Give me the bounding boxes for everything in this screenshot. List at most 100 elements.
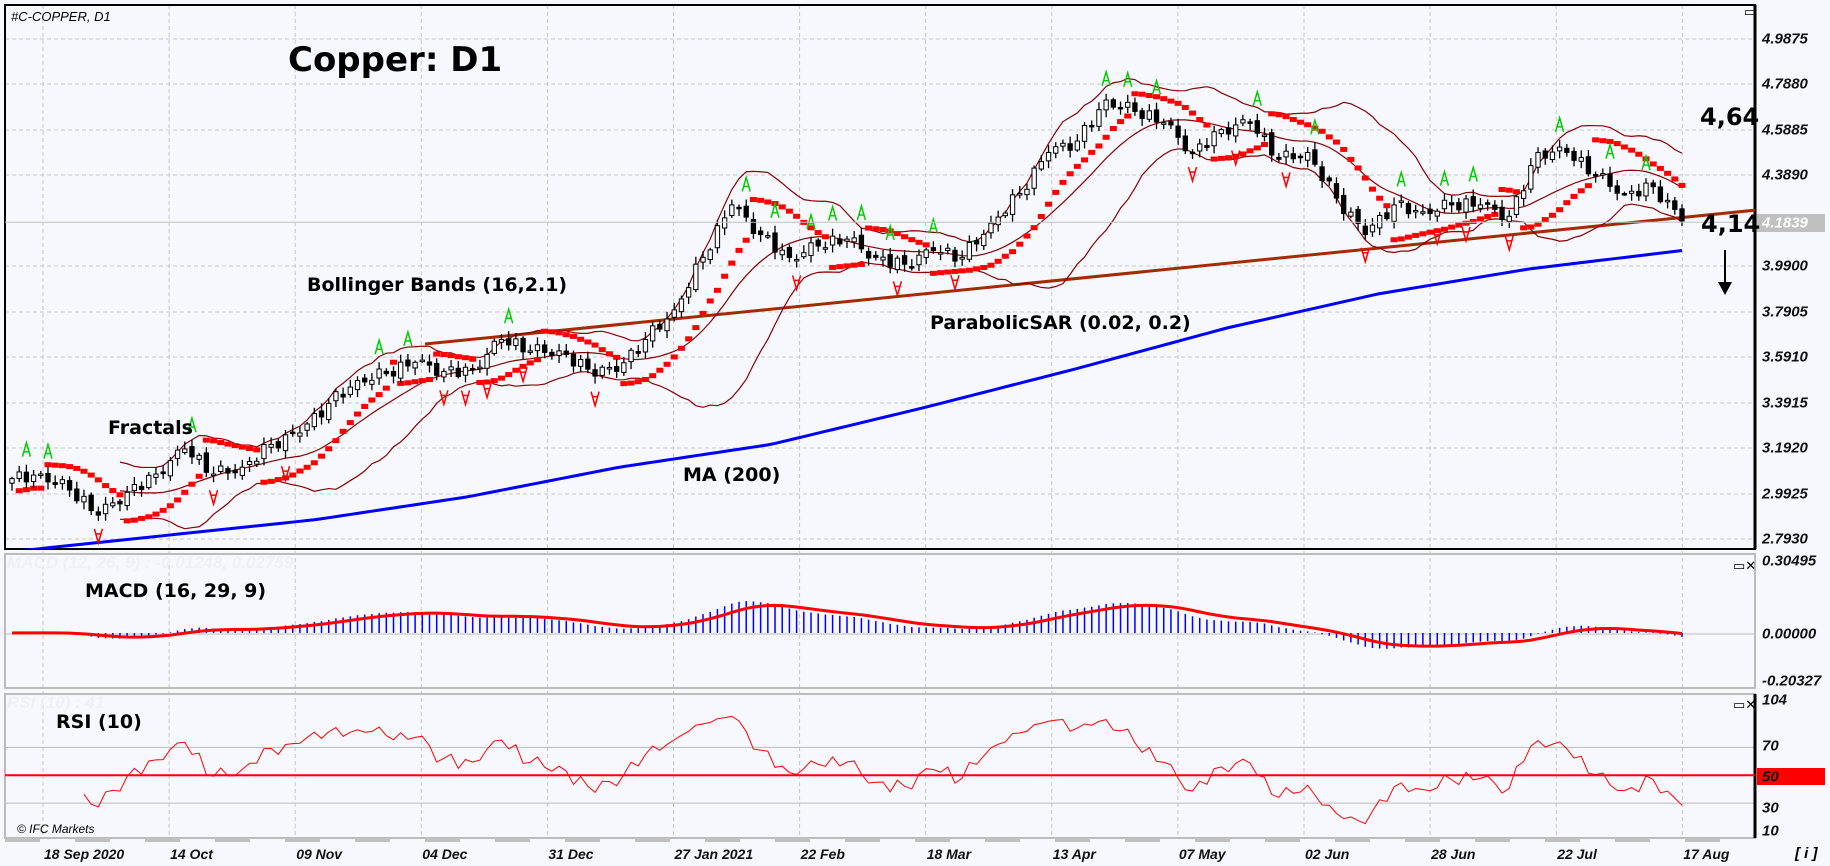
time-strip-segment bbox=[495, 838, 530, 842]
sar-dot bbox=[1642, 156, 1650, 162]
sar-dot bbox=[677, 345, 685, 351]
candle-body bbox=[1096, 109, 1102, 127]
price-tick: 2.7930 bbox=[1762, 530, 1808, 548]
candle-body bbox=[1470, 196, 1476, 207]
bollinger-middle bbox=[119, 119, 1683, 494]
sar-dot bbox=[713, 287, 721, 293]
candle-body bbox=[930, 247, 937, 252]
candle-body bbox=[599, 366, 605, 376]
sar-dot bbox=[886, 228, 894, 234]
sar-dot bbox=[620, 381, 628, 387]
candle-body bbox=[1405, 203, 1412, 215]
bollinger-label: Bollinger Bands (16,2.1) bbox=[307, 274, 568, 296]
sar-dot bbox=[944, 269, 952, 275]
candle-body bbox=[1456, 202, 1462, 211]
sar-dot bbox=[15, 488, 23, 494]
sar-dot bbox=[987, 262, 995, 268]
time-strip-segment bbox=[705, 838, 740, 842]
sar-dot bbox=[1073, 163, 1081, 169]
sar-dot bbox=[569, 333, 577, 339]
date-tick: 02 Jun bbox=[1305, 846, 1350, 862]
sar-dot bbox=[1678, 182, 1686, 188]
candle-body bbox=[254, 460, 260, 465]
macd-maximize-close-icon[interactable]: ▭✕ bbox=[1733, 558, 1757, 573]
sar-dot bbox=[879, 227, 887, 233]
rsi-maximize-close-icon[interactable]: ▭✕ bbox=[1733, 697, 1757, 712]
sar-dot bbox=[742, 237, 750, 243]
candle-body bbox=[110, 502, 116, 507]
sar-dot bbox=[1361, 175, 1369, 181]
sar-dot bbox=[159, 507, 167, 513]
candle-body bbox=[1679, 208, 1685, 222]
time-strip-segment bbox=[425, 838, 460, 842]
sar-dot bbox=[318, 453, 326, 459]
candle-body bbox=[412, 361, 418, 369]
candle-body bbox=[1492, 204, 1498, 210]
sar-dot bbox=[541, 328, 549, 334]
sar-dot bbox=[210, 438, 218, 444]
price-tick: 3.3915 bbox=[1762, 394, 1808, 412]
time-scrollbar[interactable] bbox=[5, 838, 1720, 842]
candle-body bbox=[45, 472, 51, 483]
fractal-up-icon bbox=[885, 223, 895, 241]
candle-body bbox=[1585, 156, 1592, 175]
maximize-icon[interactable]: ▭ bbox=[1744, 4, 1757, 19]
candle-body bbox=[1269, 132, 1275, 156]
sar-dot bbox=[1066, 171, 1074, 177]
time-strip-segment bbox=[985, 838, 1020, 842]
date-tick: 13 Apr bbox=[1052, 846, 1096, 862]
candle-body bbox=[1218, 129, 1224, 135]
macd-signal-line bbox=[11, 603, 1683, 648]
candle-body bbox=[1254, 120, 1260, 134]
candle-body bbox=[750, 219, 757, 235]
sar-dot bbox=[634, 379, 642, 385]
sar-dot bbox=[735, 247, 743, 253]
candle-body bbox=[765, 235, 771, 238]
candle-body bbox=[678, 298, 685, 313]
sar-dot bbox=[1138, 91, 1146, 97]
fractal-up-icon bbox=[1123, 70, 1133, 88]
sar-dot bbox=[332, 438, 340, 444]
candle-body bbox=[649, 325, 656, 342]
candle-body bbox=[1261, 134, 1268, 138]
sar-dot bbox=[1664, 170, 1672, 176]
sar-dot bbox=[390, 359, 398, 365]
sar-label: ParabolicSAR (0.02, 0.2) bbox=[930, 312, 1191, 334]
sar-dot bbox=[1656, 165, 1664, 171]
candle-body bbox=[563, 350, 569, 355]
sar-dot bbox=[1261, 142, 1268, 148]
fractal-up-icon bbox=[770, 201, 780, 218]
candle-body bbox=[1348, 211, 1354, 217]
info-button[interactable]: [ i ] bbox=[1795, 845, 1818, 862]
candle-body bbox=[376, 368, 382, 379]
sar-dot bbox=[829, 264, 837, 270]
candle-body bbox=[973, 240, 980, 245]
fractal-up-icon bbox=[1396, 169, 1406, 187]
candle-body bbox=[1398, 200, 1404, 203]
sar-dot bbox=[1599, 138, 1607, 144]
candle-body bbox=[1556, 146, 1563, 152]
sar-dot bbox=[915, 239, 923, 245]
fractal-down-icon bbox=[950, 275, 960, 292]
candle-body bbox=[556, 350, 562, 356]
candle-body bbox=[66, 480, 73, 491]
candle-body bbox=[865, 251, 872, 259]
candle-body bbox=[131, 484, 138, 492]
sar-dot bbox=[1649, 161, 1657, 167]
sar-dot bbox=[1131, 91, 1139, 97]
candle-body bbox=[1297, 155, 1304, 159]
sar-dot bbox=[1296, 119, 1304, 125]
date-tick: 18 Sep 2020 bbox=[44, 846, 125, 862]
candle-body bbox=[448, 366, 454, 371]
sar-dot bbox=[929, 270, 937, 276]
date-tick: 04 Dec bbox=[422, 846, 468, 862]
fractal-down-icon bbox=[1187, 166, 1198, 184]
grid bbox=[5, 5, 1755, 838]
candle-body bbox=[290, 431, 296, 435]
fractal-up-icon bbox=[928, 216, 939, 234]
fractal-down-icon bbox=[1360, 247, 1371, 265]
price-tick: 4.9875 bbox=[1762, 30, 1808, 48]
level-low-label: 4,14 bbox=[1701, 210, 1761, 238]
candle-body bbox=[1038, 161, 1045, 170]
sar-dot bbox=[476, 379, 484, 385]
